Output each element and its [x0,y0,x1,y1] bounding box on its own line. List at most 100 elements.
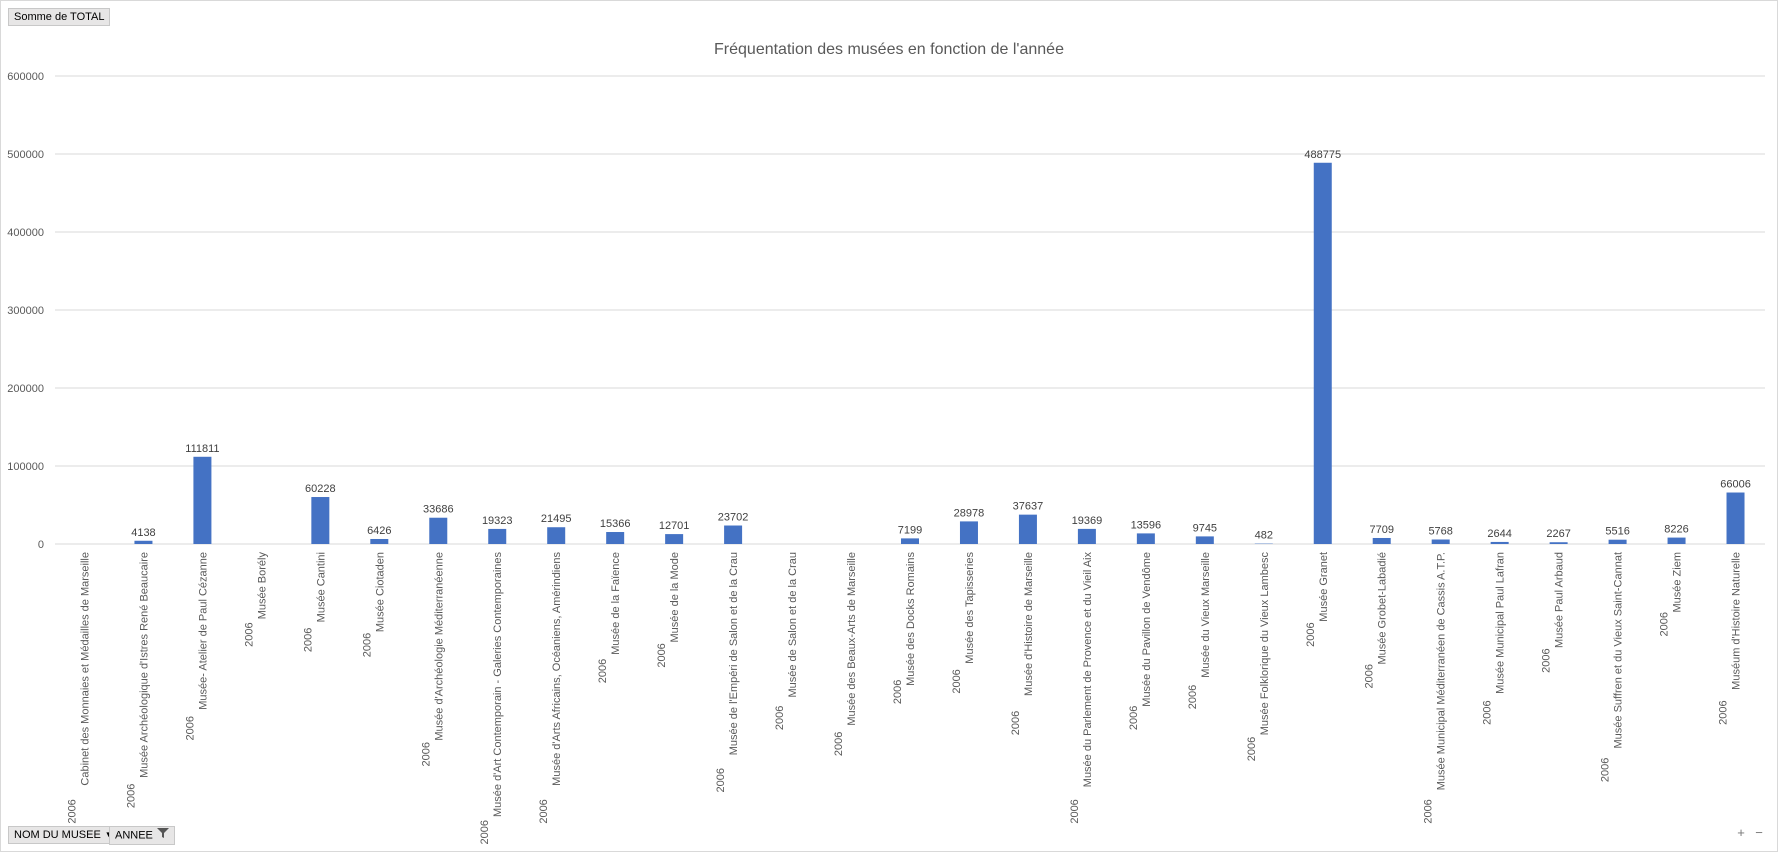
x-tick-year: 2006 [1246,737,1258,761]
axis-field-label-year: ANNEE [115,829,153,841]
data-label: 28978 [954,507,985,519]
x-tick-year: 2006 [302,628,314,652]
bar[interactable] [1432,540,1450,544]
bar[interactable] [134,541,152,544]
data-label: 12701 [659,520,690,532]
x-tick-name: Musée Suffren et du Vieux Saint-Cannat [1613,552,1625,749]
x-tick-name: Musée Cantini [315,552,327,622]
x-tick-name: Musée du Pavillon de Vendôme [1141,552,1153,707]
bar[interactable] [1019,515,1037,544]
x-tick-year: 2006 [1718,700,1730,724]
bar[interactable] [606,532,624,544]
x-category-label: Cabinet des Monnaies et Médailles de Mar… [66,552,91,824]
x-category-label: Musée Suffren et du Vieux Saint-Cannat20… [1600,552,1625,782]
bar[interactable] [1137,533,1155,544]
data-label: 23702 [718,512,749,524]
bar[interactable] [429,518,447,544]
bar[interactable] [1550,542,1568,544]
x-tick-year: 2006 [1187,685,1199,709]
x-tick-year: 2006 [833,732,845,756]
x-tick-year: 2006 [1600,758,1612,782]
gridlines [55,76,1765,544]
axis-field-button-museum[interactable]: NOM DU MUSEE ▼ [8,826,119,844]
x-tick-name: Muséum d'Histoire Naturelle [1731,552,1743,690]
bar[interactable] [1078,529,1096,544]
x-tick-year: 2006 [1128,706,1140,730]
data-label: 482 [1255,530,1273,542]
x-category-label: Musée- Atelier de Paul Cézanne2006 [184,552,209,740]
data-label: 37637 [1013,501,1044,513]
x-tick-name: Musée Municipal Méditerranéen de Cassis … [1436,552,1448,790]
bar[interactable] [311,497,329,544]
x-tick-year: 2006 [184,716,196,740]
x-category-label: Musée Ciotaden2006 [361,552,386,657]
zoom-out-button[interactable]: − [1752,826,1766,840]
x-tick-name: Musée des Tapisseries [964,552,976,664]
data-labels: 41381118116022864263368619323 21495 15366 1… [131,149,1751,542]
bar[interactable] [193,457,211,544]
bar[interactable] [1373,538,1391,544]
x-tick-year: 2006 [1305,622,1317,646]
y-tick-label: 500000 [7,149,44,161]
data-label: 33686 [423,504,454,516]
x-tick-name: Musée Paul Arbaud [1554,552,1566,648]
y-axis-ticks: 0100000200000300000400000500000600000 [7,71,44,551]
bar[interactable] [1609,540,1627,544]
x-tick-name: Musée de Salon et de la Crau [787,552,799,698]
x-category-label: Musée d'Histoire de Marseille 2006 [1010,552,1035,735]
data-label: 15366 [600,518,631,530]
x-tick-year: 2006 [361,633,373,657]
y-tick-label: 400000 [7,227,44,239]
x-axis-labels: Cabinet des Monnaies et Médailles de Mar… [66,552,1742,845]
zoom-in-button[interactable]: + [1734,826,1748,840]
x-tick-name: Musée d'Histoire de Marseille [1023,552,1035,696]
x-tick-name: Musée d'Archéologie Méditerranéenne [433,552,445,741]
bar[interactable] [901,538,919,544]
x-category-label: Musée de l'Empéri de Salon et de la Crau… [715,552,740,792]
bar[interactable] [665,534,683,544]
data-label: 21495 [541,513,572,525]
x-tick-name: Musée Folklorique du Vieux Lambesc [1259,552,1271,736]
bar[interactable] [1314,163,1332,544]
data-label: 2267 [1546,528,1570,540]
x-tick-year: 2006 [1364,664,1376,688]
x-tick-name: Musée Archéologique d'Istres René Beauca… [138,552,150,778]
bar[interactable] [547,527,565,544]
x-tick-year: 2006 [243,622,255,646]
bar[interactable] [1491,542,1509,544]
bar[interactable] [724,526,742,544]
x-tick-name: Musée des Beaux-Arts de Marseille [846,552,858,726]
x-category-label: Musée de la Faïence2006 [597,552,622,683]
bar[interactable] [1727,493,1745,544]
x-tick-year: 2006 [1659,612,1671,636]
bar[interactable] [1196,536,1214,544]
x-tick-year: 2006 [1423,799,1435,823]
x-tick-year: 2006 [597,659,609,683]
x-tick-name: Musée Granet [1318,552,1330,622]
bar[interactable] [1668,538,1686,544]
data-label: 13596 [1131,519,1162,531]
x-tick-year: 2006 [125,784,137,808]
x-tick-name: Musée Municipal Paul Lafran [1495,552,1507,694]
x-tick-name: Musée Borély [256,552,268,620]
bar[interactable] [488,529,506,544]
data-label: 19323 [482,515,513,527]
x-tick-name: Musée Ziem [1672,552,1684,613]
bar[interactable] [370,539,388,544]
x-tick-name: Musée d'Arts Africains, Océaniens, Améri… [551,552,563,786]
x-category-label: Musée d'Art Contemporain - Galeries Cont… [479,552,504,845]
bar[interactable] [960,521,978,544]
x-tick-year: 2006 [538,799,550,823]
data-label: 6426 [367,525,391,537]
data-label: 19369 [1072,515,1103,527]
axis-field-button-year[interactable]: ANNEE [109,826,175,845]
